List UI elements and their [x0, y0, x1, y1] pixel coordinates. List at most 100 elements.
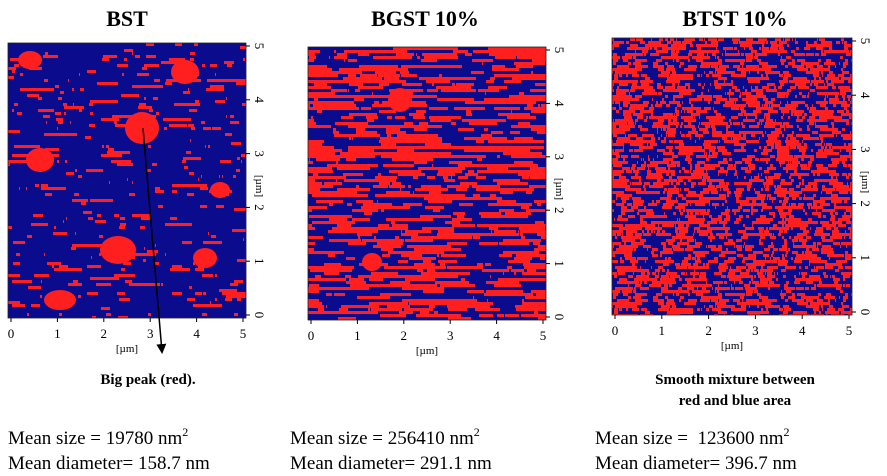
texture: [685, 158, 686, 161]
texture: [706, 122, 717, 125]
texture: [417, 128, 427, 131]
texture: [794, 104, 798, 107]
texture: [700, 83, 701, 86]
texture: [308, 227, 315, 230]
texture: [742, 71, 746, 74]
texture: [633, 272, 634, 275]
texture: [736, 278, 741, 281]
texture: [59, 313, 62, 316]
texture: [87, 70, 96, 73]
texture: [243, 58, 245, 61]
texture: [725, 227, 726, 230]
texture: [848, 176, 849, 179]
texture: [840, 290, 843, 293]
texture: [657, 86, 659, 89]
texture: [650, 224, 655, 227]
texture: [720, 77, 721, 80]
texture: [718, 173, 719, 176]
texture: [614, 260, 618, 263]
y-tick-label: 0: [858, 309, 873, 316]
texture: [631, 314, 637, 317]
texture: [829, 257, 830, 260]
texture: [811, 314, 823, 317]
texture: [505, 212, 506, 215]
texture: [687, 212, 688, 215]
texture: [653, 299, 654, 302]
texture: [668, 308, 669, 311]
texture: [829, 182, 830, 185]
texture: [756, 101, 758, 104]
texture: [472, 182, 477, 185]
texture: [793, 137, 796, 140]
texture: [764, 185, 765, 188]
texture: [836, 188, 847, 191]
texture: [679, 152, 685, 155]
texture: [823, 167, 824, 170]
texture: [680, 188, 681, 191]
texture: [724, 80, 725, 83]
texture: [714, 308, 716, 311]
texture: [678, 245, 680, 248]
texture: [682, 47, 686, 50]
texture: [723, 71, 735, 74]
texture: [704, 152, 705, 155]
texture: [308, 191, 357, 194]
texture: [720, 65, 724, 68]
texture: [631, 86, 632, 89]
texture: [749, 125, 751, 128]
texture: [778, 53, 780, 56]
texture: [834, 227, 838, 230]
texture: [742, 149, 746, 152]
texture: [751, 209, 758, 212]
texture: [796, 134, 797, 137]
texture: [791, 101, 794, 104]
texture: [647, 164, 658, 167]
texture: [819, 77, 821, 80]
texture: [698, 200, 701, 203]
texture: [630, 104, 631, 107]
texture: [719, 140, 720, 143]
texture: [101, 118, 119, 121]
texture: [761, 173, 762, 176]
texture: [475, 308, 500, 311]
y-tick-label: 3: [552, 154, 567, 161]
texture: [795, 95, 797, 98]
texture: [711, 248, 715, 251]
texture: [525, 296, 581, 299]
texture: [811, 206, 816, 209]
texture: [529, 185, 530, 188]
texture: [386, 128, 398, 131]
texture: [627, 128, 630, 131]
texture: [755, 284, 757, 287]
texture: [807, 119, 819, 122]
texture: [798, 311, 800, 314]
texture: [466, 110, 471, 113]
texture: [331, 89, 332, 92]
texture: [728, 272, 734, 275]
texture: [821, 50, 823, 53]
texture: [489, 227, 498, 230]
texture: [370, 209, 378, 212]
texture: [493, 179, 515, 182]
texture: [700, 107, 701, 110]
texture: [824, 143, 825, 146]
texture: [851, 167, 854, 170]
texture: [826, 68, 830, 71]
texture: [688, 131, 696, 134]
texture: [637, 314, 638, 317]
texture: [842, 242, 847, 245]
texture: [706, 128, 707, 131]
texture: [308, 80, 329, 83]
texture: [655, 53, 659, 56]
texture: [189, 286, 192, 289]
texture: [808, 182, 813, 185]
texture: [406, 164, 414, 167]
texture: [808, 80, 810, 83]
texture: [790, 173, 797, 176]
texture: [439, 299, 456, 302]
texture: [791, 179, 792, 182]
texture: [696, 59, 701, 62]
texture: [834, 281, 836, 284]
texture: [336, 182, 342, 185]
texture: [756, 191, 758, 194]
